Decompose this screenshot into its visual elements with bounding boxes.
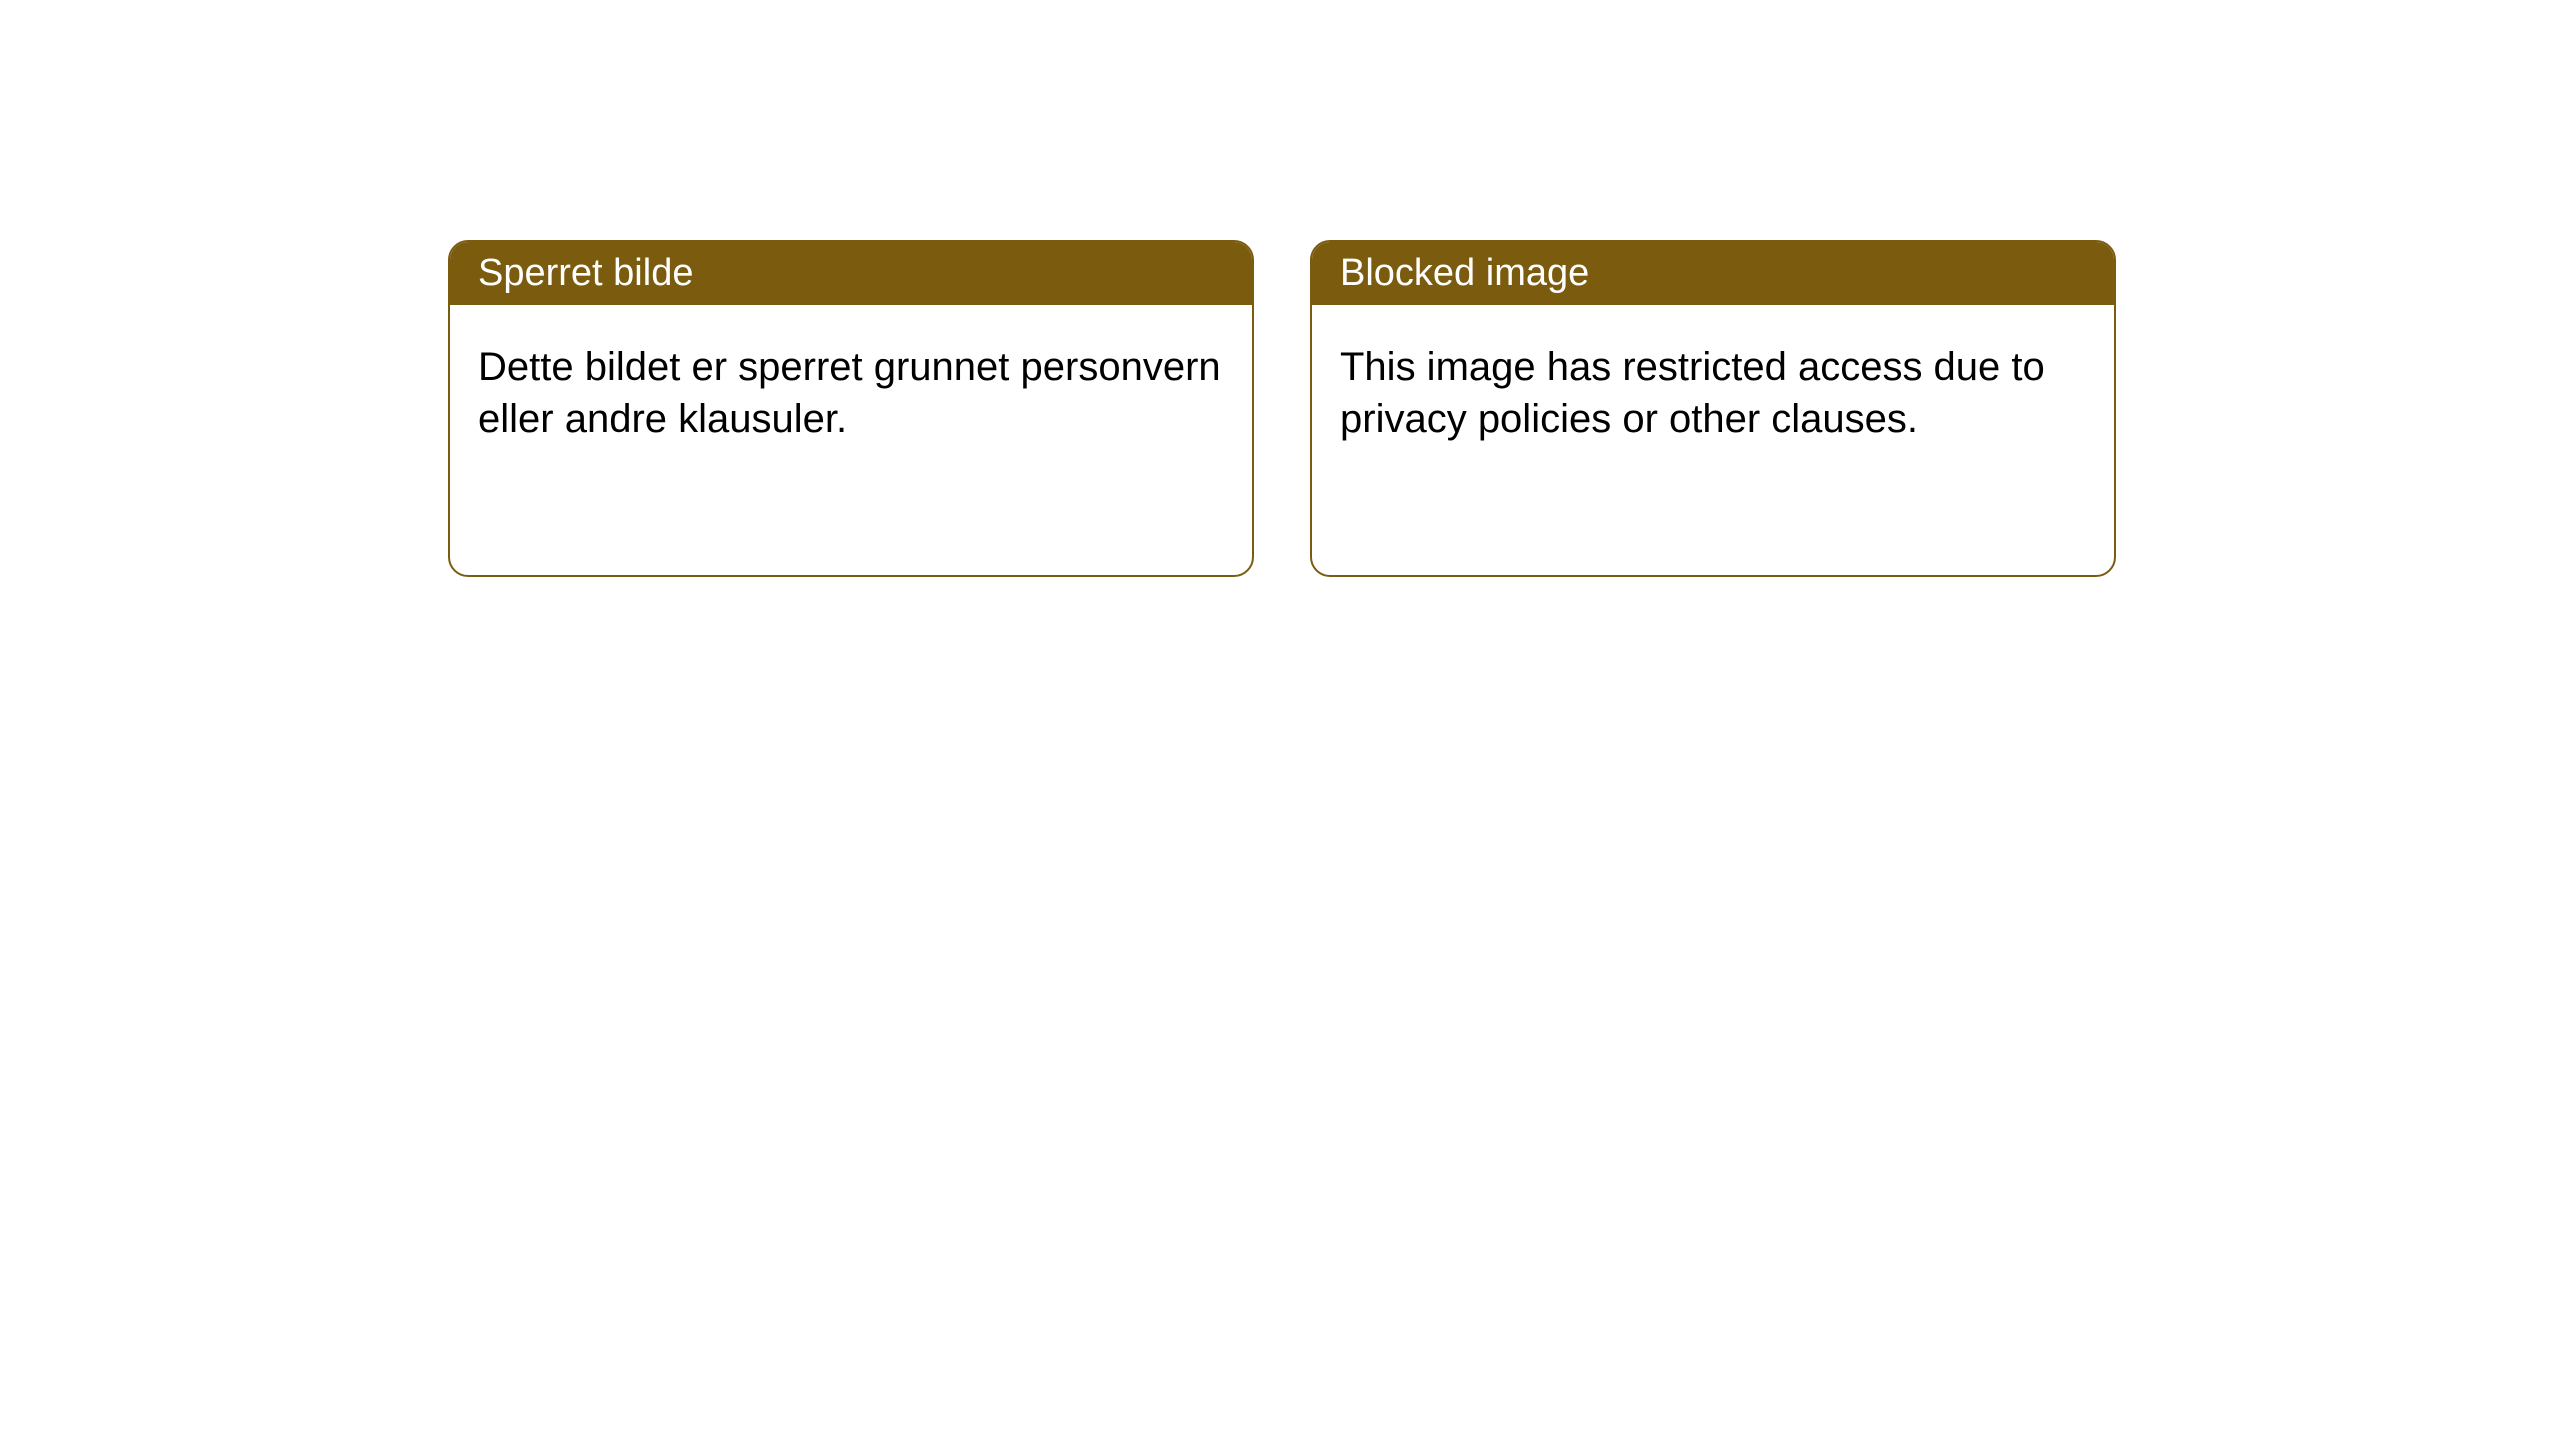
cards-container: Sperret bilde Dette bildet er sperret gr… [0,0,2560,577]
card-message: This image has restricted access due to … [1340,345,2045,441]
card-body: This image has restricted access due to … [1312,305,2114,575]
card-header: Sperret bilde [450,242,1252,305]
card-message: Dette bildet er sperret grunnet personve… [478,345,1221,441]
card-title: Sperret bilde [478,252,693,294]
card-header: Blocked image [1312,242,2114,305]
card-title: Blocked image [1340,252,1589,294]
blocked-image-card-en: Blocked image This image has restricted … [1310,240,2116,577]
blocked-image-card-no: Sperret bilde Dette bildet er sperret gr… [448,240,1254,577]
card-body: Dette bildet er sperret grunnet personve… [450,305,1252,575]
